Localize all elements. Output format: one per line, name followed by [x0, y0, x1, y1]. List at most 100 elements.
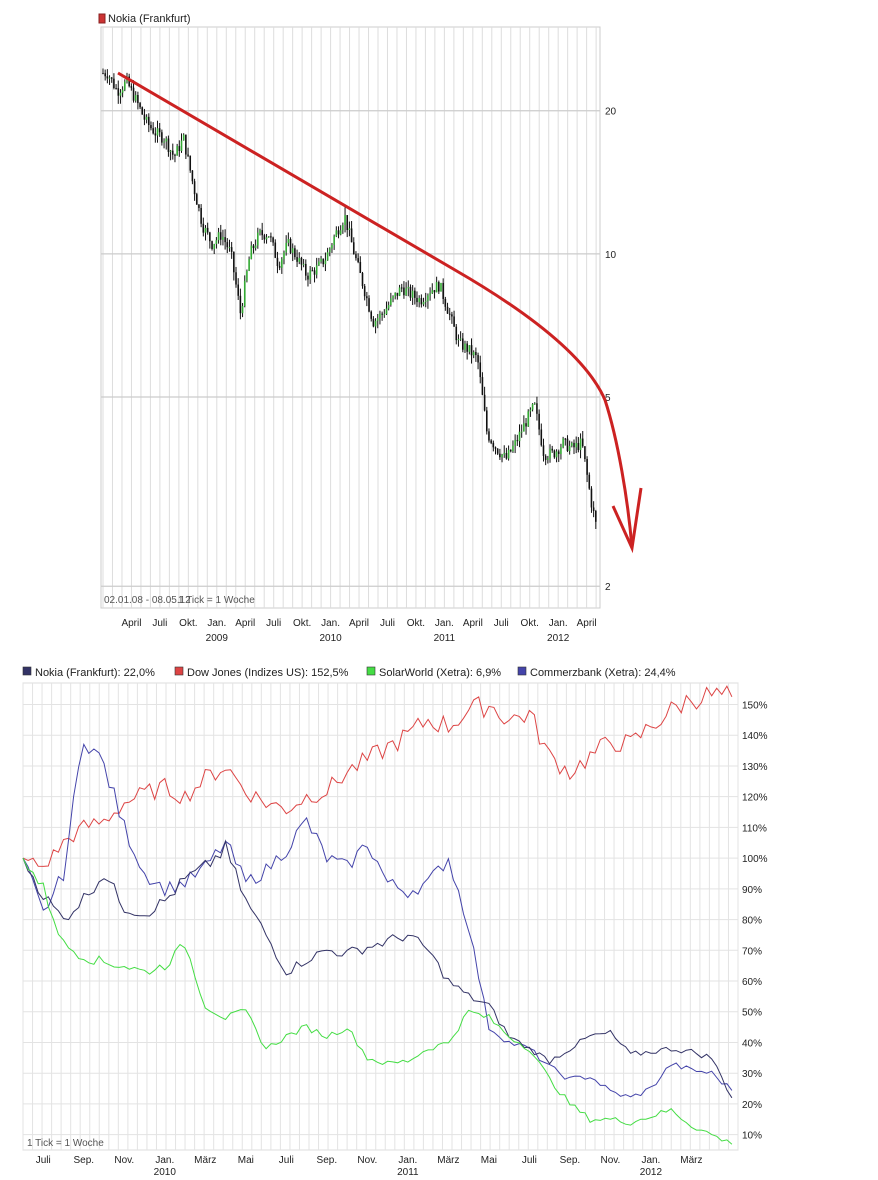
- bottom-x-month-label: März: [680, 1155, 702, 1166]
- bottom-y-tick-label: 50%: [742, 1008, 762, 1019]
- top-legend-swatch: [98, 13, 106, 24]
- candle-body: [361, 272, 364, 287]
- candle-body: [586, 458, 588, 475]
- candle-body: [544, 455, 547, 460]
- bottom-y-tick-label: 120%: [742, 793, 768, 804]
- candle-body: [322, 258, 325, 265]
- candle-body: [156, 128, 159, 136]
- candle-body: [381, 313, 383, 315]
- candle-body: [261, 230, 263, 236]
- candle-body: [527, 411, 530, 427]
- candle-body: [274, 242, 277, 258]
- candle-body: [429, 293, 431, 296]
- candle-body: [139, 103, 141, 108]
- bottom-y-tick-label: 130%: [742, 762, 768, 773]
- legend-series-name: Nokia (Frankfurt): [35, 667, 118, 679]
- legend-series-name: SolarWorld (Xetra): [379, 667, 470, 679]
- bottom-x-month-label: Nov.: [114, 1155, 134, 1166]
- trend-arrow-line: [117, 71, 634, 549]
- candle-body: [333, 236, 335, 246]
- candle-body: [248, 259, 250, 271]
- candle-body: [455, 326, 458, 341]
- bottom-x-month-label: Nov.: [357, 1155, 377, 1166]
- candle-body: [503, 452, 506, 455]
- candle-body: [326, 252, 329, 261]
- top-x-month-label: April: [121, 618, 141, 629]
- candle-body: [209, 232, 211, 242]
- bottom-y-tick-label: 10%: [742, 1131, 762, 1142]
- candle-body: [259, 230, 261, 233]
- candle-body: [307, 275, 309, 280]
- candle-body: [438, 282, 440, 292]
- candle-body: [595, 511, 597, 522]
- candle-body: [490, 440, 492, 443]
- bottom-y-tick-label: 140%: [742, 731, 768, 742]
- bottom-x-month-label: März: [194, 1155, 216, 1166]
- candle-body: [113, 78, 115, 89]
- candle-body: [283, 252, 285, 260]
- candle-body: [398, 287, 401, 296]
- candle-body: [241, 306, 244, 314]
- bottom-x-month-label: Jan.: [398, 1155, 417, 1166]
- bottom-x-month-label: Juli: [279, 1155, 294, 1166]
- candle-body: [374, 320, 377, 327]
- bottom-x-month-label: Nov.: [600, 1155, 620, 1166]
- bottom-y-tick-label: 20%: [742, 1100, 762, 1111]
- top-legend-label: Nokia (Frankfurt): [108, 13, 191, 25]
- candle-body: [215, 240, 218, 245]
- candle-body: [291, 248, 294, 253]
- top-x-month-label: Jan.: [549, 618, 568, 629]
- candle-body: [516, 440, 519, 442]
- candle-body: [124, 81, 126, 90]
- candle-body: [396, 292, 399, 296]
- candle-body: [235, 272, 237, 285]
- bottom-x-year-label: 2010: [154, 1167, 177, 1178]
- candle-body: [328, 248, 331, 253]
- candle-body: [252, 245, 255, 249]
- bottom-x-month-label: Sep.: [73, 1155, 94, 1166]
- candle-body: [368, 298, 370, 312]
- bottom-x-month-label: Jan.: [155, 1155, 174, 1166]
- candle-body: [228, 247, 231, 249]
- candle-body: [337, 230, 340, 235]
- candle-body: [424, 300, 427, 303]
- candle-body: [359, 261, 362, 273]
- candle-body: [494, 447, 497, 449]
- candle-body: [501, 454, 503, 458]
- candle-body: [520, 431, 523, 433]
- bottom-legend-swatch: [517, 666, 527, 676]
- candle-body: [121, 89, 124, 93]
- candle-body: [315, 265, 318, 275]
- candle-body: [512, 445, 514, 452]
- candle-body: [409, 286, 412, 298]
- candle-body: [411, 290, 414, 298]
- candle-body: [414, 290, 416, 298]
- candle-body: [185, 134, 187, 155]
- candle-body: [427, 295, 429, 301]
- candle-body: [239, 295, 242, 314]
- candle-body: [187, 154, 189, 156]
- top-tick-note: 1 Tick = 1 Woche: [178, 595, 255, 606]
- series-line-nokia-frankfurt: [22, 839, 733, 1099]
- candle-body: [529, 409, 532, 412]
- candle-body: [496, 448, 499, 454]
- candle-body: [300, 257, 303, 265]
- candle-body: [296, 257, 298, 262]
- candle-body: [324, 260, 327, 265]
- candle-body: [285, 242, 287, 253]
- candle-body: [557, 451, 560, 454]
- candle-body: [485, 410, 488, 432]
- candle-body: [418, 298, 420, 303]
- bottom-x-month-label: Juli: [36, 1155, 51, 1166]
- candle-body: [171, 150, 174, 155]
- candle-body: [115, 88, 117, 90]
- candle-body: [525, 423, 527, 427]
- candle-body: [536, 403, 538, 414]
- candle-body: [538, 413, 540, 430]
- bottom-y-tick-label: 90%: [742, 885, 762, 896]
- candle-body: [472, 352, 475, 356]
- candle-body: [553, 450, 556, 458]
- bottom-y-tick-label: 150%: [742, 701, 768, 712]
- candle-body: [302, 263, 305, 265]
